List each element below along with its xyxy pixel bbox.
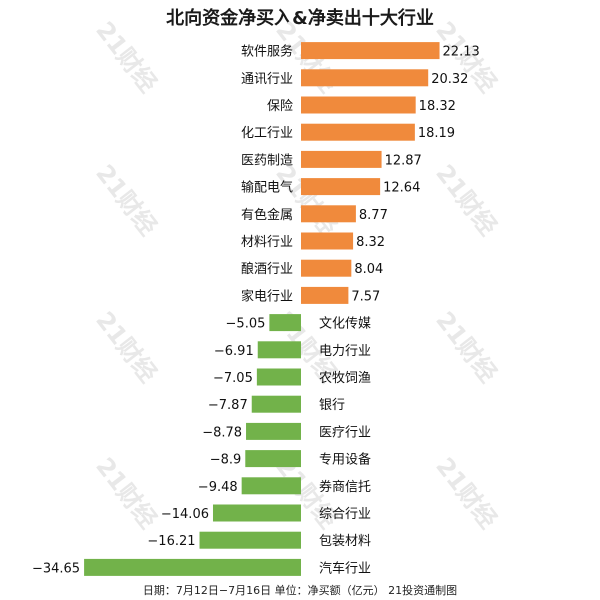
value-label-17: −14.06 [161,507,209,522]
bar-2 [301,96,416,114]
chart-footer: 日期：7月12日−7月16日 单位：净买额（亿元） 21投资通制图 [142,584,458,597]
watermark-text: 21财经 [270,159,342,240]
value-label-13: −7.87 [208,398,248,413]
bar-8 [301,259,352,277]
category-label-8: 酿酒行业 [241,261,293,277]
category-label-14: 医疗行业 [319,425,371,440]
category-label-1: 通讯行业 [241,72,293,87]
bars-layer [84,42,440,576]
watermark-text: 21财经 [430,306,502,387]
bar-15 [245,450,301,468]
value-label-18: −16.21 [147,534,195,549]
category-label-3: 化工行业 [241,126,293,141]
watermark-text: 21财经 [90,452,162,533]
bar-19 [84,558,301,576]
value-label-15: −8.9 [210,453,242,468]
bar-10 [269,314,301,332]
category-label-17: 综合行业 [319,507,371,522]
category-label-0: 软件服务 [241,44,293,60]
category-label-15: 专用设备 [319,452,371,468]
bar-14 [246,422,301,440]
category-label-5: 输配电气 [241,180,293,196]
category-label-6: 有色金属 [241,207,293,223]
value-label-5: 12.64 [383,181,420,196]
watermark-text: 21财经 [430,452,502,533]
watermark-text: 21财经 [90,16,162,97]
bar-13 [251,395,301,413]
value-label-9: 7.57 [351,289,380,304]
value-label-12: −7.05 [213,371,253,386]
chart-title: 北向资金净买入&净卖出十大行业 [166,8,434,29]
value-label-6: 8.77 [359,208,388,223]
category-label-2: 保险 [267,99,293,114]
watermark-text: 21财经 [430,159,502,240]
value-label-4: 12.87 [385,153,422,168]
bar-17 [212,504,301,522]
category-label-19: 汽车行业 [319,560,371,576]
bar-12 [256,368,301,386]
value-label-14: −8.78 [202,425,242,440]
value-label-8: 8.04 [354,262,383,277]
value-label-2: 18.32 [419,99,456,114]
bar-3 [301,123,415,141]
category-label-18: 包装材料 [319,534,371,549]
category-label-13: 银行 [319,398,345,413]
value-label-3: 18.19 [418,126,455,141]
bar-16 [241,477,301,495]
value-label-10: −5.05 [226,317,266,332]
category-label-9: 家电行业 [241,288,293,304]
value-label-1: 20.32 [431,72,468,87]
watermark-text: 21财经 [90,159,162,240]
category-label-12: 农牧饲渔 [319,371,371,386]
value-label-16: −9.48 [198,480,238,495]
bar-4 [301,150,382,168]
bar-18 [199,531,301,549]
bar-5 [301,178,381,196]
bar-9 [301,286,349,304]
bar-6 [301,205,356,223]
category-label-7: 材料行业 [241,235,293,250]
value-label-0: 22.13 [443,45,480,60]
value-label-7: 8.32 [356,235,385,250]
category-label-11: 电力行业 [319,344,371,359]
bar-0 [301,42,440,60]
category-label-10: 文化传媒 [319,317,371,332]
category-label-4: 医药制造 [241,153,293,168]
bar-7 [301,232,354,250]
value-label-19: −34.65 [32,561,80,576]
value-label-11: −6.91 [214,344,254,359]
bar-11 [257,341,301,359]
watermark-text: 21财经 [90,306,162,387]
category-label-16: 券商信托 [319,479,371,495]
labels-layer: 22.13 软件服务 20.32 通讯行业 18.32 保险 18.19 化工行业 12.87 医… [32,44,480,577]
bar-1 [301,69,429,87]
